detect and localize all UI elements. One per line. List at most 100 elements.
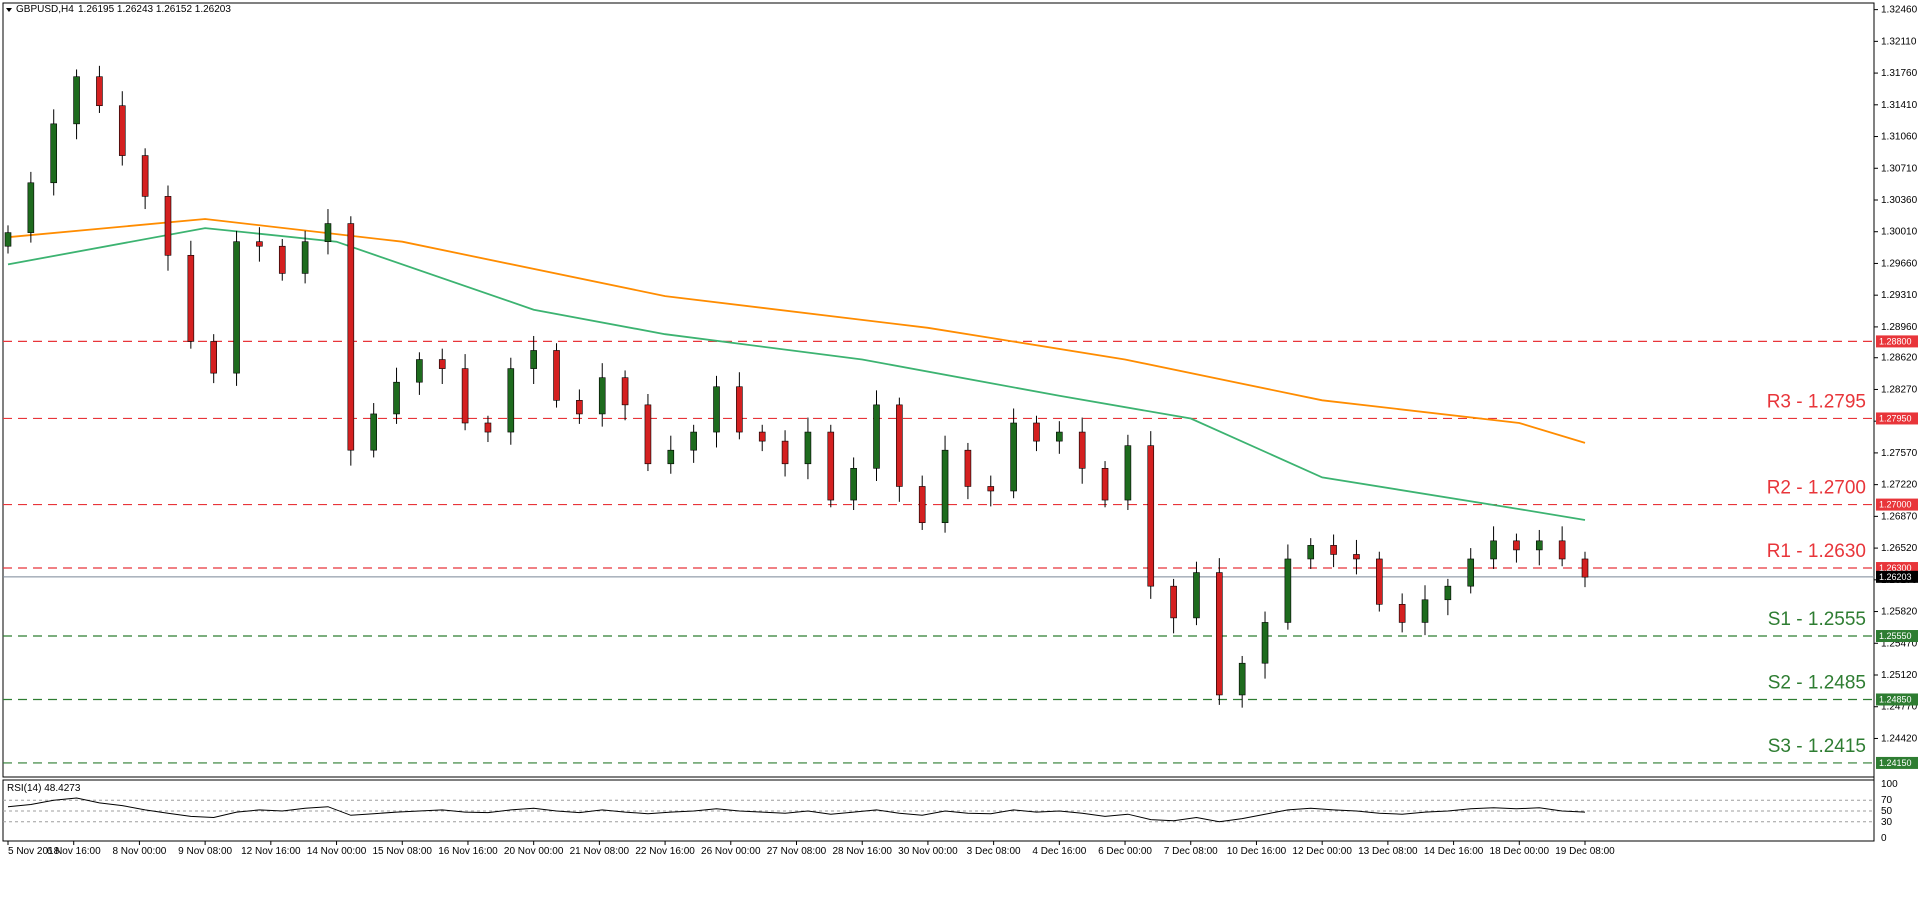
candle-bear	[781, 440, 789, 465]
level-label: R1 - 1.2630	[1767, 541, 1866, 562]
time-tick-label: 28 Nov 16:00	[832, 846, 892, 857]
symbol-label: GBPUSD,H4	[16, 4, 74, 15]
level-lines: R3 - 1.2795 R2 - 1.2700 R1 - 1.2630 S1 - 1.…	[3, 340, 1874, 764]
price-tick-label: 1.26870	[1881, 511, 1918, 522]
candle-bear	[96, 76, 103, 107]
candle-bull	[804, 431, 812, 465]
time-tick-label: 7 Dec 08:00	[1164, 846, 1218, 857]
candle-bear	[461, 368, 469, 424]
time-tick-label: 13 Dec 08:00	[1358, 846, 1418, 857]
time-tick-label: 30 Nov 00:00	[898, 846, 958, 857]
candle-bear	[1078, 431, 1086, 469]
candle-bear	[256, 241, 263, 247]
candle-bear	[484, 422, 492, 433]
candle-bear	[576, 400, 583, 415]
candle-bear	[553, 350, 560, 401]
candle-bull	[507, 368, 515, 433]
chart-frame	[2, 2, 1875, 842]
candle-bull	[1307, 545, 1315, 560]
candle-bull	[73, 76, 80, 125]
level-tag-box	[1876, 756, 1918, 769]
price-tick-label: 1.30710	[1881, 163, 1918, 174]
candle-bear	[141, 155, 149, 197]
candle-bull	[941, 449, 949, 524]
level-tag: 1.25550	[1879, 631, 1912, 641]
candle-bear	[438, 359, 446, 369]
level-label: R2 - 1.2700	[1767, 478, 1866, 499]
candle-bear	[1581, 558, 1589, 578]
candle-bear	[1353, 554, 1360, 560]
candle-bear	[1513, 540, 1520, 551]
time-tick-label: 12 Nov 16:00	[241, 846, 301, 857]
candle-bull	[416, 359, 423, 383]
candle-bull	[1490, 540, 1497, 560]
level-label: R3 - 1.2795	[1767, 391, 1866, 412]
candle-bear	[1376, 558, 1383, 605]
time-tick-label: 4 Dec 16:00	[1032, 846, 1086, 857]
candle-bull	[1056, 431, 1063, 442]
time-tick-label: 8 Nov 00:00	[112, 846, 166, 857]
candle-bear	[1558, 540, 1566, 560]
time-tick-label: 15 Nov 08:00	[373, 846, 433, 857]
rsi-tick-label: 0	[1881, 833, 1887, 844]
candle-bull	[850, 468, 857, 501]
candle-bear	[896, 404, 903, 487]
candle-bear	[278, 245, 286, 274]
time-tick-label: 14 Dec 16:00	[1424, 846, 1484, 857]
time-tick-label: 10 Dec 16:00	[1227, 846, 1287, 857]
current-price-tag-box	[1876, 570, 1918, 583]
price-tick-label: 1.31410	[1881, 100, 1918, 111]
candle-bull	[667, 449, 675, 465]
candle-bear	[918, 486, 926, 524]
time-tick-label: 20 Nov 00:00	[504, 846, 564, 857]
candle-bear	[621, 377, 629, 406]
rsi-tick-label: 30	[1881, 817, 1893, 828]
level-tag-box	[1876, 630, 1918, 643]
level-tag-extra-box	[1876, 335, 1918, 348]
candle-bull	[1467, 558, 1475, 587]
time-tick-label: 18 Dec 00:00	[1490, 846, 1550, 857]
candles	[4, 65, 1589, 708]
moving-averages	[7, 218, 1586, 521]
candle-bull	[4, 232, 12, 247]
time-tick-label: 21 Nov 08:00	[570, 846, 630, 857]
time-tick-label: 27 Nov 08:00	[767, 846, 827, 857]
price-tick-label: 1.30010	[1881, 227, 1918, 238]
price-tick-label: 1.25470	[1881, 638, 1918, 649]
ohlc-values: 1.26195 1.26243 1.26152 1.26203	[78, 4, 231, 15]
candle-bear	[758, 431, 766, 442]
candle-bull	[1124, 445, 1132, 501]
candle-bull	[324, 223, 332, 242]
price-tick-label: 1.31060	[1881, 132, 1918, 143]
candle-bear	[164, 196, 172, 256]
price-tick-label: 1.25120	[1881, 670, 1918, 681]
price-tick-label: 1.30360	[1881, 195, 1918, 206]
candle-bull	[690, 431, 697, 451]
level-tag-box	[1876, 693, 1918, 706]
level-label: S3 - 1.2415	[1768, 736, 1866, 757]
time-tick-label: 14 Nov 00:00	[307, 846, 367, 857]
candle-bull	[1193, 572, 1200, 619]
candle-bull	[530, 350, 537, 369]
price-tick-label: 1.28270	[1881, 384, 1918, 395]
collapse-arrow-icon[interactable]	[6, 8, 12, 12]
candle-bear	[347, 223, 355, 451]
candle-bear	[827, 431, 835, 501]
candle-bear	[1101, 468, 1109, 501]
level-tag-extra: 1.28800	[1879, 336, 1912, 346]
candle-bull	[1535, 540, 1543, 551]
time-tick-label: 19 Dec 08:00	[1555, 846, 1615, 857]
rsi-label: RSI(14) 48.4273	[7, 783, 81, 794]
candle-bear	[1033, 422, 1040, 442]
candle-bull	[873, 404, 880, 469]
candle-bear	[210, 341, 217, 374]
candle-bull	[393, 381, 400, 415]
rsi-tick-label: 70	[1881, 795, 1893, 806]
candle-bear	[118, 105, 126, 156]
time-tick-label: 6 Dec 00:00	[1098, 846, 1152, 857]
candle-bear	[187, 254, 195, 342]
candle-bull	[27, 182, 35, 233]
candle-bear	[1398, 603, 1406, 623]
price-tick-label: 1.29310	[1881, 290, 1918, 301]
